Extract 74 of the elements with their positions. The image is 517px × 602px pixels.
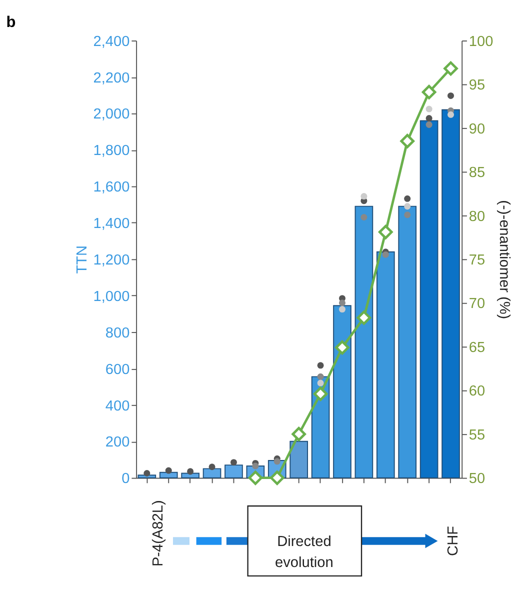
point <box>426 121 432 128</box>
point <box>292 426 306 442</box>
point <box>317 373 324 380</box>
point <box>165 467 172 474</box>
bar <box>290 440 308 478</box>
y2-tick-label: 50 <box>468 471 486 488</box>
bar <box>181 472 200 478</box>
y2-tick-label: 60 <box>468 384 486 400</box>
point <box>274 458 280 465</box>
point <box>313 386 328 402</box>
text: P-4(A82L) <box>150 500 166 567</box>
y-tick-label: 1,200 <box>93 252 130 268</box>
bar <box>420 120 438 478</box>
y2-tick-label: 55 <box>468 427 486 444</box>
point <box>252 462 259 470</box>
bar <box>159 472 178 478</box>
y-tick-label: 600 <box>105 362 130 378</box>
point <box>144 470 150 477</box>
y-tick-label: 2,400 <box>93 34 130 50</box>
bar <box>202 468 222 478</box>
point <box>426 106 432 112</box>
point <box>400 134 415 148</box>
text: Directed evolution <box>275 534 334 572</box>
bar <box>333 305 352 478</box>
bar <box>398 206 417 478</box>
bar <box>442 109 460 478</box>
y-tick-label: 1,600 <box>93 180 130 196</box>
point <box>248 470 263 485</box>
y-tick-label: 2,200 <box>93 70 130 86</box>
y2-tick-label: 85 <box>468 165 486 182</box>
y2-tick-label: 95 <box>468 78 486 94</box>
point <box>444 61 458 76</box>
point <box>356 310 372 325</box>
point <box>422 84 436 100</box>
y-axis-title: TTN <box>74 245 90 274</box>
text: CHF <box>446 526 462 556</box>
point <box>378 224 393 240</box>
point <box>360 193 368 200</box>
y2-tick-label: 65 <box>468 340 486 356</box>
point <box>447 111 454 118</box>
y2-tick-label: 90 <box>468 121 486 138</box>
point <box>404 203 411 210</box>
point <box>335 340 350 355</box>
point <box>404 195 411 202</box>
point <box>338 306 346 313</box>
y-tick-label: 1,400 <box>93 216 130 232</box>
y2-tick-label: 70 <box>468 296 486 312</box>
y2-axis-title: (-)-enantiomer (%) <box>496 200 512 320</box>
point <box>404 212 411 218</box>
y-tick-label: 400 <box>105 398 130 414</box>
y2-tick-label: 80 <box>468 208 486 225</box>
point <box>187 468 194 475</box>
y-tick-label: 0 <box>122 471 130 488</box>
y-tick-label: 800 <box>105 325 130 342</box>
y-tick-label: 2,000 <box>93 106 130 123</box>
y-tick-label: 1,000 <box>93 288 130 305</box>
y2-tick-label: 75 <box>468 252 486 268</box>
point <box>338 300 346 306</box>
point <box>208 464 216 470</box>
y-tick-label: 1,800 <box>93 143 130 160</box>
point <box>360 214 368 220</box>
bar <box>376 251 395 478</box>
bar <box>354 206 374 478</box>
point <box>317 362 324 369</box>
point <box>382 251 389 258</box>
point <box>230 459 237 466</box>
point <box>317 380 324 386</box>
chart-title: b <box>6 14 16 31</box>
y2-tick-label: 100 <box>468 34 494 50</box>
point <box>447 92 454 99</box>
y-tick-label: 200 <box>105 434 130 451</box>
point <box>270 470 284 485</box>
point <box>426 115 432 122</box>
bar <box>224 464 243 478</box>
